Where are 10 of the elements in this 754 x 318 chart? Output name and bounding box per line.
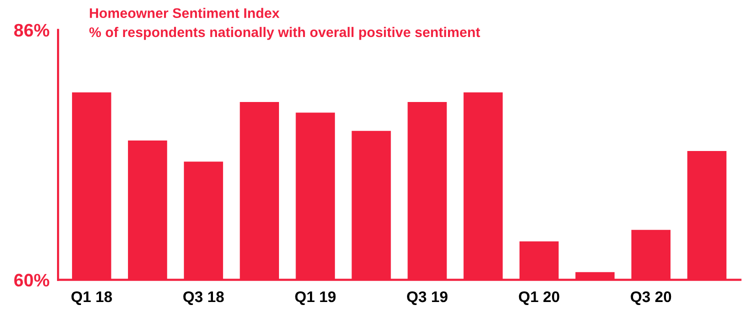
x-tick-label: Q1 18 xyxy=(71,291,112,306)
x-tick-label: Q1 19 xyxy=(295,291,336,306)
x-tick-label: Q3 18 xyxy=(183,291,224,306)
x-tick-label: Q1 20 xyxy=(518,291,560,306)
chart-subtitle: % of respondents nationally with overall positive sentiment xyxy=(89,26,480,40)
x-tick-label: Q3 20 xyxy=(630,291,672,306)
x-tick-label: Q3 19 xyxy=(407,291,448,306)
y-tick-label: 60% xyxy=(14,274,50,287)
y-tick-label: 86% xyxy=(14,24,50,37)
chart-title: Homeowner Sentiment Index xyxy=(90,8,280,18)
